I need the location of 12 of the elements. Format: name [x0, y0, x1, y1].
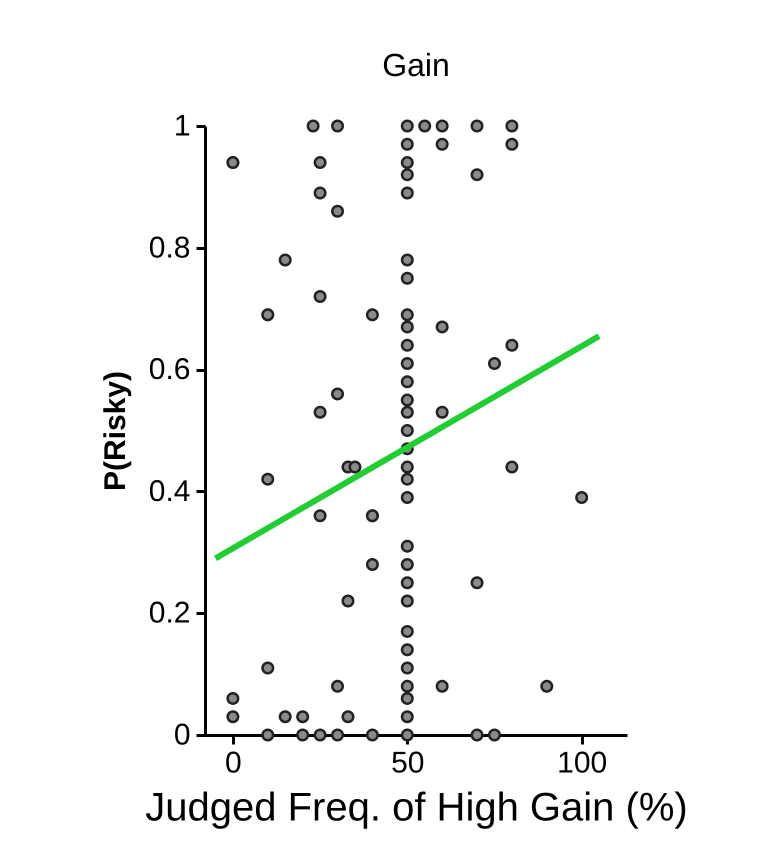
y-tick-label: 0.8: [148, 231, 190, 264]
y-tick-label: 0.2: [148, 596, 190, 630]
y-tick-label: 1: [174, 110, 190, 142]
y-axis-title: P(Risky): [98, 370, 132, 492]
y-tick-label: 0: [174, 718, 190, 752]
x-tick-label: 100: [557, 746, 608, 780]
y-tick-label: 0.6: [148, 353, 190, 386]
y-tick-label: 0.4: [148, 474, 190, 508]
x-tick-label: 50: [391, 746, 424, 780]
x-axis-title: Judged Freq. of High Gain (%): [145, 786, 688, 830]
x-tick-label: 0: [225, 746, 242, 780]
chart-title: Gain: [382, 47, 450, 83]
